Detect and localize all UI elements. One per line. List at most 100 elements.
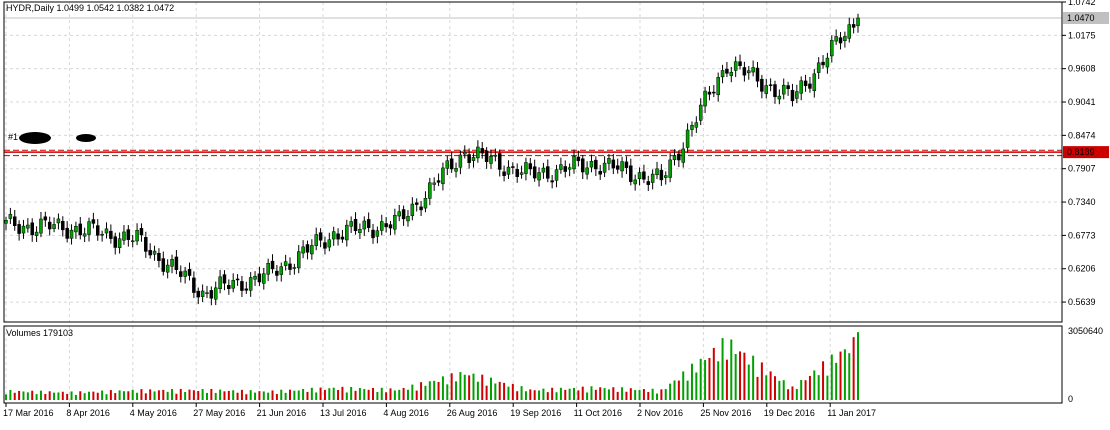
- candle-body: [567, 167, 572, 170]
- candle-body: [397, 211, 401, 217]
- candle-body: [642, 171, 646, 180]
- candle-body: [240, 281, 244, 291]
- candle-body: [117, 238, 122, 248]
- candle-body: [174, 256, 179, 270]
- candle-body: [380, 221, 384, 231]
- candle-body: [21, 225, 26, 234]
- candle-body: [611, 159, 616, 169]
- candle-body: [144, 237, 148, 252]
- candle-body: [615, 165, 620, 170]
- time-tick-label: 13 Jul 2016: [320, 408, 367, 418]
- candle-body: [345, 224, 349, 241]
- candle-body: [113, 236, 117, 248]
- candle-body: [104, 228, 109, 234]
- level-price-tag: [1063, 146, 1109, 159]
- candle-body: [318, 232, 323, 241]
- candle-body: [257, 273, 262, 283]
- price-tick-label: 0.6773: [1068, 230, 1096, 240]
- candle-body: [109, 230, 113, 239]
- candle-body: [484, 150, 489, 162]
- candle-body: [428, 182, 432, 199]
- candle-body: [515, 169, 519, 177]
- candle-body: [91, 219, 96, 224]
- candle-body: [270, 260, 275, 270]
- candle-body: [624, 161, 629, 168]
- candle-body: [751, 67, 755, 73]
- candle-body: [532, 166, 537, 179]
- candle-body: [659, 169, 664, 181]
- candle-body: [39, 218, 43, 234]
- candle-body: [589, 161, 594, 168]
- candle-body: [196, 290, 200, 298]
- candle-body: [100, 233, 104, 236]
- candle-body: [838, 37, 843, 44]
- candle-body: [148, 250, 152, 256]
- candle-body: [4, 220, 8, 224]
- candle-body: [664, 175, 668, 178]
- volume-series: [5, 332, 859, 400]
- time-tick-label: 11 Oct 2016: [574, 408, 622, 418]
- candle-body: [821, 61, 825, 66]
- candle-body: [738, 61, 742, 66]
- price-tick-label: 0.7340: [1068, 197, 1096, 207]
- candle-body: [30, 222, 34, 236]
- grid-lines: [4, 1, 1062, 403]
- candle-body: [310, 245, 314, 255]
- candle-body: [353, 218, 358, 232]
- candle-body: [375, 230, 380, 237]
- volume-title: Volumes 179103: [6, 328, 73, 338]
- candle-body: [126, 229, 131, 240]
- candle-body: [165, 264, 170, 273]
- candle-body: [349, 221, 353, 227]
- candle-body: [747, 70, 751, 74]
- time-tick-label: 25 Nov 2016: [700, 408, 751, 418]
- volume-zero-label: 0: [1068, 394, 1073, 404]
- candle-body: [441, 167, 445, 185]
- candle-body: [633, 179, 637, 185]
- candle-body: [152, 250, 157, 255]
- candle-body: [668, 159, 672, 178]
- candle-body: [248, 277, 253, 291]
- candle-body: [406, 216, 410, 222]
- candle-body: [629, 165, 633, 182]
- candle-body: [65, 227, 69, 239]
- order-annotation[interactable]: #1 ... Buy: [8, 132, 96, 144]
- horizontal-levels[interactable]: [4, 17, 1062, 157]
- candle-body: [463, 152, 467, 155]
- price-tick-label: 0.9608: [1068, 64, 1096, 74]
- time-tick-label: 8 Apr 2016: [66, 408, 110, 418]
- candle-body: [781, 84, 786, 95]
- candle-body: [231, 280, 235, 289]
- time-tick-label: 19 Dec 2016: [764, 408, 815, 418]
- price-tick-label: 0.7907: [1068, 164, 1096, 174]
- order-marker-icon: [19, 132, 51, 144]
- candle-body: [218, 276, 222, 289]
- volume-max-label: 3050640: [1068, 326, 1103, 336]
- candle-body: [594, 159, 598, 170]
- candle-body: [825, 57, 830, 68]
- candle-body: [524, 162, 528, 174]
- candle-body: [816, 62, 821, 73]
- candle-body: [580, 158, 585, 173]
- candle-body: [454, 168, 458, 172]
- candle-body: [620, 161, 624, 172]
- time-tick-label: 21 Jun 2016: [257, 408, 307, 418]
- candle-body: [729, 71, 734, 76]
- candle-body: [410, 203, 415, 216]
- candle-body: [17, 224, 21, 234]
- time-tick-label: 17 Mar 2016: [3, 408, 54, 418]
- candle-body: [205, 292, 209, 294]
- candle-body: [161, 258, 166, 272]
- candle-body: [690, 125, 694, 130]
- time-tick-label: 4 May 2016: [130, 408, 177, 418]
- price-tick-label: 1.0175: [1068, 30, 1096, 40]
- candle-body: [296, 251, 301, 269]
- candle-body: [87, 221, 91, 235]
- candle-body: [607, 158, 611, 164]
- price-tick-label: 0.6206: [1068, 264, 1096, 274]
- candle-body: [650, 173, 655, 183]
- candle-body: [432, 182, 436, 185]
- candle-body: [61, 221, 65, 231]
